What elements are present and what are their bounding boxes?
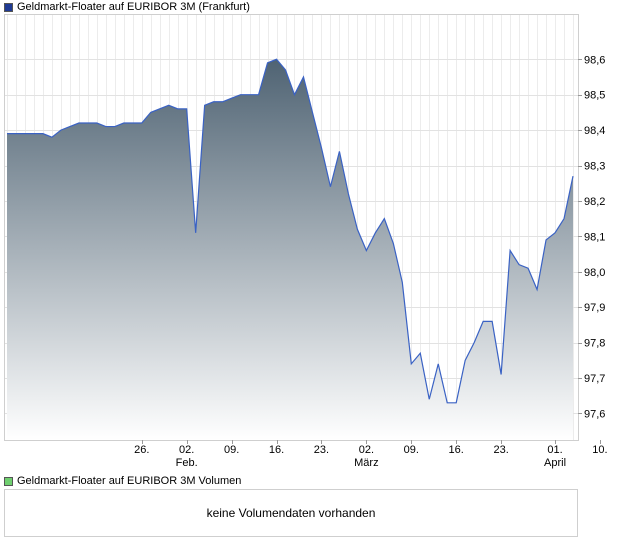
y-tick-label: 97,8 — [584, 338, 605, 350]
price-line — [7, 58, 574, 404]
x-tick-label: 02. — [359, 444, 374, 456]
x-tick-label: 16. — [449, 444, 464, 456]
y-axis: 97,6 97,7 97,8 97,9 98,0 98,1 98,2 98,3 98,4 98,5… — [578, 54, 605, 420]
y-tick-label: 97,7 — [584, 373, 605, 385]
volume-message: keine Volumendaten vorhanden — [206, 506, 376, 520]
y-tick-label: 98,2 — [584, 196, 605, 208]
x-tick-month-label: März — [354, 457, 378, 469]
y-tick-label: 98,0 — [584, 267, 605, 279]
x-tick-label: 09. — [404, 444, 419, 456]
volume-legend-swatch — [4, 476, 13, 486]
y-tick-label: 98,4 — [584, 125, 605, 137]
x-tick-label: 10. — [592, 444, 607, 456]
x-tick-label: 16. — [269, 444, 284, 456]
price-legend-label: Geldmarkt-Floater auf EURIBOR 3M (Frankf… — [17, 1, 250, 13]
x-tick-label: 09. — [224, 444, 239, 456]
y-tick-label: 98,1 — [584, 231, 605, 243]
y-tick-label: 97,9 — [584, 302, 605, 314]
x-tick-month-label: Feb. — [176, 457, 198, 469]
price-legend: Geldmarkt-Floater auf EURIBOR 3M (Frankf… — [4, 0, 250, 14]
price-chart: 97,6 97,7 97,8 97,9 98,0 98,1 98,2 98,3 98,4 98,5… — [4, 14, 608, 469]
y-tick-label: 98,5 — [584, 90, 605, 102]
y-tick-label: 98,6 — [584, 54, 605, 66]
y-tick-label: 97,6 — [584, 408, 605, 420]
price-area — [7, 59, 573, 441]
x-tick-label: 23. — [314, 444, 329, 456]
x-tick-label: 23. — [493, 444, 508, 456]
x-tick-month-label: April — [544, 457, 566, 469]
volume-legend-label: Geldmarkt-Floater auf EURIBOR 3M Volumen — [17, 475, 242, 487]
price-legend-swatch — [4, 2, 13, 12]
x-tick-label: 26. — [134, 444, 149, 456]
volume-legend: Geldmarkt-Floater auf EURIBOR 3M Volumen — [4, 474, 241, 488]
y-tick-label: 98,3 — [584, 161, 605, 173]
volume-panel: keine Volumendaten vorhanden — [4, 489, 578, 537]
x-tick-label: 02. — [179, 444, 194, 456]
x-tick-label: 01. — [547, 444, 562, 456]
